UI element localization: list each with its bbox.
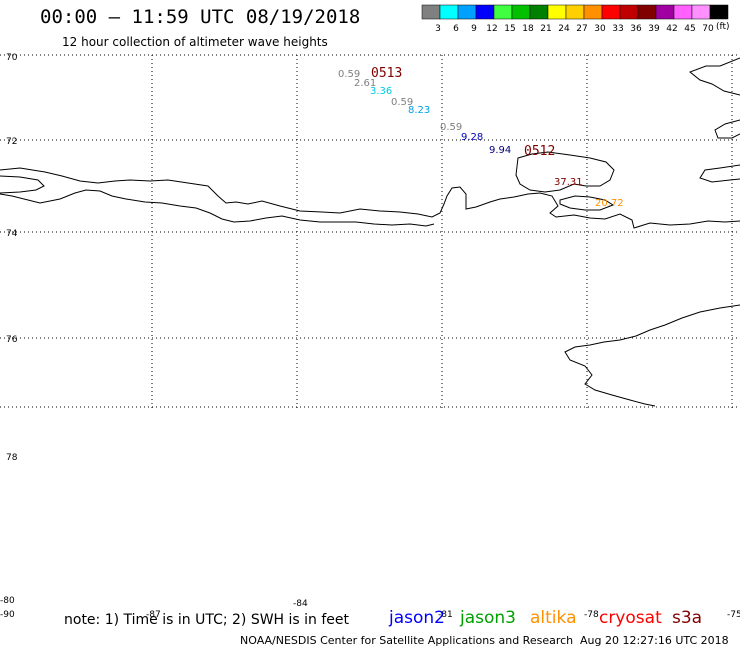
legend-swatch bbox=[691, 4, 711, 20]
legend-label: 45 bbox=[684, 24, 695, 34]
lat-label: -90 bbox=[0, 610, 15, 620]
legend-label: 3 bbox=[435, 24, 441, 34]
legend-label: 9 bbox=[471, 24, 477, 34]
map-title: 00:00 – 11:59 UTC 08/19/2018 bbox=[40, 6, 361, 28]
lat-label: 72 bbox=[6, 137, 17, 147]
legend-unit: (ft) bbox=[716, 22, 730, 32]
wave-height-value: 20.72 bbox=[595, 198, 624, 209]
legend-swatch bbox=[583, 4, 603, 20]
legend-swatch bbox=[457, 4, 477, 20]
legend-label: 18 bbox=[522, 24, 534, 34]
color-legend: 3 6 9 12 15 18 21 24 27 30 33 36 39 42 45 70 bbox=[421, 4, 729, 34]
legend-label: 33 bbox=[612, 24, 623, 34]
satellite-altika: altika bbox=[530, 608, 577, 628]
legend-label: 15 bbox=[504, 24, 515, 34]
lat-label: 74 bbox=[6, 229, 18, 239]
timestamp: Aug 20 12:27:16 UTC 2018 bbox=[580, 634, 729, 647]
legend-swatch bbox=[655, 4, 675, 20]
credit-line: NOAA/NESDIS Center for Satellite Applica… bbox=[240, 634, 574, 647]
pass-times: 0513 0512 bbox=[371, 66, 555, 159]
lat-label: 76 bbox=[6, 335, 18, 345]
longitude-labels: -87 -84 -81 -78 -75 bbox=[146, 599, 740, 620]
legend-swatch bbox=[637, 4, 657, 20]
legend-label: 70 bbox=[702, 24, 714, 34]
satellite-jason2: jason2 bbox=[389, 608, 445, 628]
wave-height-value: 9.94 bbox=[489, 145, 511, 156]
lat-label: -80 bbox=[0, 596, 15, 606]
satellite-s3a: s3a bbox=[672, 608, 703, 628]
wave-height-value: 2.61 bbox=[354, 78, 376, 89]
lon-label: -84 bbox=[293, 599, 308, 609]
legend-label: 21 bbox=[540, 24, 551, 34]
legend-swatch bbox=[619, 4, 639, 20]
legend-label: 6 bbox=[453, 24, 459, 34]
legend-label: 39 bbox=[648, 24, 660, 34]
wave-height-value: 9.28 bbox=[461, 132, 483, 143]
pass-time-label: 0513 bbox=[371, 66, 402, 81]
legend-swatch bbox=[439, 4, 459, 20]
legend-swatch bbox=[493, 4, 513, 20]
pass-time-label: 0512 bbox=[524, 144, 555, 159]
legend-swatch bbox=[421, 4, 441, 20]
legend-label: 36 bbox=[630, 24, 642, 34]
satellite-jason3: jason3 bbox=[460, 608, 516, 628]
legend-swatch bbox=[601, 4, 621, 20]
legend-swatch bbox=[709, 4, 729, 20]
wave-height-value: 0.59 bbox=[338, 69, 360, 80]
lon-label: -75 bbox=[727, 610, 740, 620]
map-subtitle: 12 hour collection of altimeter wave hei… bbox=[62, 35, 328, 49]
coastline bbox=[0, 57, 740, 407]
legend-label: 27 bbox=[576, 24, 587, 34]
lon-label: -78 bbox=[584, 610, 599, 620]
latitude-labels: 70 72 74 76 78 -80 -90 bbox=[0, 53, 18, 620]
legend-swatch bbox=[475, 4, 495, 20]
lat-label: 78 bbox=[6, 453, 18, 463]
wave-height-value: 0.59 bbox=[391, 97, 413, 108]
wave-height-value: 37.31 bbox=[554, 177, 583, 188]
legend-swatch bbox=[529, 4, 549, 20]
legend-swatch bbox=[511, 4, 531, 20]
legend-swatch bbox=[673, 4, 693, 20]
graticule bbox=[0, 54, 740, 408]
wave-height-value: 3.36 bbox=[370, 86, 392, 97]
footer-note: note: 1) Time is in UTC; 2) SWH is in fe… bbox=[64, 612, 350, 628]
observation-values: 0.59 2.61 3.36 0.59 8.23 0.59 9.28 9.94 … bbox=[338, 69, 624, 209]
legend-label: 24 bbox=[558, 24, 570, 34]
lat-label: 70 bbox=[6, 53, 18, 63]
legend-label: 42 bbox=[666, 24, 677, 34]
satellite-cryosat: cryosat bbox=[599, 608, 662, 628]
lon-label: -87 bbox=[146, 610, 161, 620]
wave-height-value: 8.23 bbox=[408, 105, 430, 116]
legend-label: 30 bbox=[594, 24, 606, 34]
wave-height-value: 0.59 bbox=[440, 122, 462, 133]
legend-swatch bbox=[565, 4, 585, 20]
lon-label: -81 bbox=[438, 610, 453, 620]
legend-swatch bbox=[547, 4, 567, 20]
legend-label: 12 bbox=[486, 24, 497, 34]
